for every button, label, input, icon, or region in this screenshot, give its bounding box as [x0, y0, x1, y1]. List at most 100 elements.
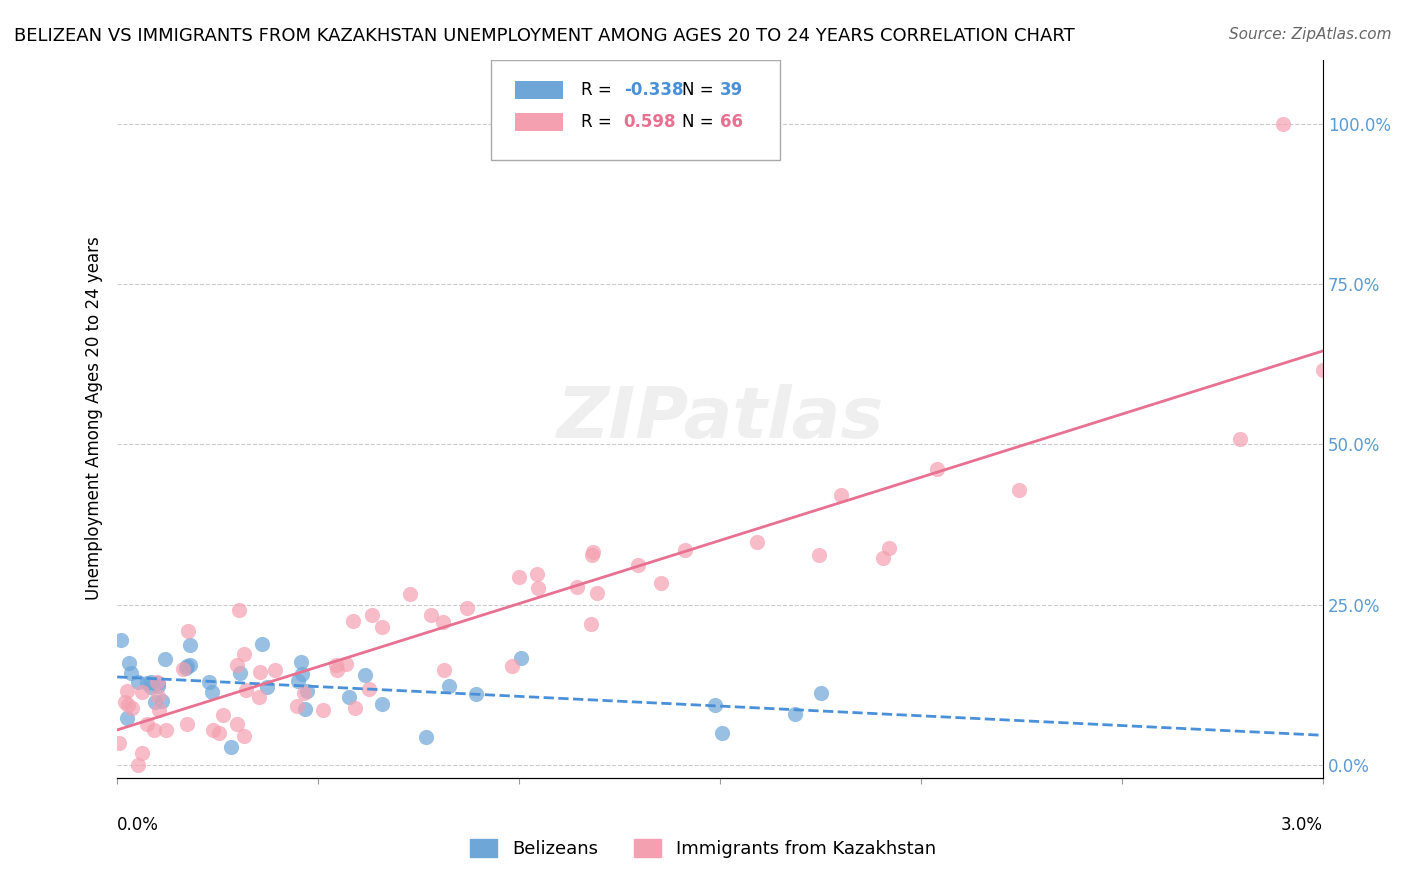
Immigrants from Kazakhstan — [342, 614, 364, 628]
Belizeans — [176, 661, 198, 675]
Text: ZIPatlas: ZIPatlas — [557, 384, 884, 453]
Belizeans — [810, 686, 832, 700]
Belizeans — [711, 725, 734, 739]
Immigrants from Kazakhstan — [582, 545, 605, 559]
FancyBboxPatch shape — [491, 60, 780, 161]
Belizeans — [371, 697, 394, 711]
Immigrants from Kazakhstan — [226, 717, 249, 731]
Immigrants from Kazakhstan — [456, 600, 478, 615]
Immigrants from Kazakhstan — [285, 698, 308, 713]
Belizeans — [783, 706, 806, 721]
Immigrants from Kazakhstan — [420, 608, 443, 623]
Belizeans — [294, 701, 316, 715]
Immigrants from Kazakhstan — [371, 619, 394, 633]
Immigrants from Kazakhstan — [357, 681, 380, 696]
Immigrants from Kazakhstan — [146, 675, 169, 690]
Immigrants from Kazakhstan — [399, 587, 422, 601]
Immigrants from Kazakhstan — [325, 658, 347, 673]
Immigrants from Kazakhstan — [508, 570, 530, 584]
Immigrants from Kazakhstan — [1271, 117, 1294, 131]
Text: BELIZEAN VS IMMIGRANTS FROM KAZAKHSTAN UNEMPLOYMENT AMONG AGES 20 TO 24 YEARS CO: BELIZEAN VS IMMIGRANTS FROM KAZAKHSTAN U… — [14, 27, 1074, 45]
Text: 0.0%: 0.0% — [117, 816, 159, 834]
Immigrants from Kazakhstan — [650, 576, 672, 591]
Immigrants from Kazakhstan — [526, 567, 548, 582]
Immigrants from Kazakhstan — [228, 603, 250, 617]
Belizeans — [337, 690, 360, 705]
Text: 39: 39 — [720, 81, 744, 99]
Immigrants from Kazakhstan — [872, 551, 894, 566]
Immigrants from Kazakhstan — [432, 615, 454, 629]
Immigrants from Kazakhstan — [745, 535, 768, 549]
Immigrants from Kazakhstan — [131, 747, 153, 761]
Belizeans — [110, 632, 132, 647]
Immigrants from Kazakhstan — [1312, 362, 1334, 376]
Immigrants from Kazakhstan — [232, 729, 254, 743]
Text: -0.338: -0.338 — [624, 81, 683, 99]
Immigrants from Kazakhstan — [232, 647, 254, 661]
Belizeans — [141, 680, 163, 694]
Y-axis label: Unemployment Among Ages 20 to 24 years: Unemployment Among Ages 20 to 24 years — [86, 236, 103, 600]
Immigrants from Kazakhstan — [202, 723, 225, 737]
Immigrants from Kazakhstan — [142, 723, 165, 737]
Text: 0.598: 0.598 — [624, 113, 676, 131]
Belizeans — [127, 675, 149, 690]
Immigrants from Kazakhstan — [360, 607, 382, 622]
Immigrants from Kazakhstan — [586, 585, 609, 599]
Immigrants from Kazakhstan — [117, 684, 139, 698]
Immigrants from Kazakhstan — [148, 703, 170, 717]
Immigrants from Kazakhstan — [235, 683, 257, 698]
Text: N =: N = — [682, 81, 713, 99]
Belizeans — [146, 676, 169, 690]
Immigrants from Kazakhstan — [807, 549, 830, 563]
Bar — [515, 81, 564, 99]
Belizeans — [291, 667, 314, 681]
Belizeans — [219, 739, 242, 754]
Bar — [515, 113, 564, 131]
Belizeans — [150, 693, 173, 707]
Text: R =: R = — [582, 113, 612, 131]
Belizeans — [136, 676, 159, 690]
Immigrants from Kazakhstan — [131, 685, 153, 699]
Immigrants from Kazakhstan — [136, 717, 159, 731]
Belizeans — [256, 681, 278, 695]
Text: R =: R = — [582, 81, 612, 99]
Immigrants from Kazakhstan — [526, 582, 548, 596]
Immigrants from Kazakhstan — [312, 703, 335, 717]
Immigrants from Kazakhstan — [155, 723, 177, 738]
Belizeans — [146, 679, 169, 693]
Belizeans — [415, 730, 437, 744]
Text: Source: ZipAtlas.com: Source: ZipAtlas.com — [1229, 27, 1392, 42]
Belizeans — [510, 651, 533, 665]
Belizeans — [118, 656, 141, 670]
Belizeans — [120, 665, 142, 680]
Immigrants from Kazakhstan — [172, 662, 194, 676]
Belizeans — [141, 674, 163, 689]
Immigrants from Kazakhstan — [177, 624, 200, 638]
Immigrants from Kazakhstan — [146, 690, 169, 704]
Immigrants from Kazakhstan — [249, 665, 271, 679]
Immigrants from Kazakhstan — [501, 658, 523, 673]
Immigrants from Kazakhstan — [117, 698, 139, 712]
Belizeans — [115, 711, 138, 725]
Immigrants from Kazakhstan — [226, 657, 249, 672]
Belizeans — [153, 652, 176, 666]
Immigrants from Kazakhstan — [579, 617, 602, 632]
Belizeans — [465, 687, 488, 701]
Immigrants from Kazakhstan — [673, 543, 696, 558]
Belizeans — [228, 666, 250, 681]
Immigrants from Kazakhstan — [292, 686, 315, 700]
Immigrants from Kazakhstan — [176, 717, 198, 731]
Immigrants from Kazakhstan — [114, 695, 136, 709]
Immigrants from Kazakhstan — [326, 663, 349, 677]
Belizeans — [287, 674, 309, 689]
Immigrants from Kazakhstan — [264, 663, 287, 677]
Immigrants from Kazakhstan — [247, 690, 270, 705]
Text: N =: N = — [682, 113, 713, 131]
Text: 3.0%: 3.0% — [1281, 816, 1323, 834]
Immigrants from Kazakhstan — [108, 736, 131, 750]
Belizeans — [179, 658, 201, 673]
Immigrants from Kazakhstan — [877, 541, 900, 555]
Immigrants from Kazakhstan — [581, 548, 603, 562]
Immigrants from Kazakhstan — [208, 726, 231, 740]
Belizeans — [252, 637, 274, 651]
